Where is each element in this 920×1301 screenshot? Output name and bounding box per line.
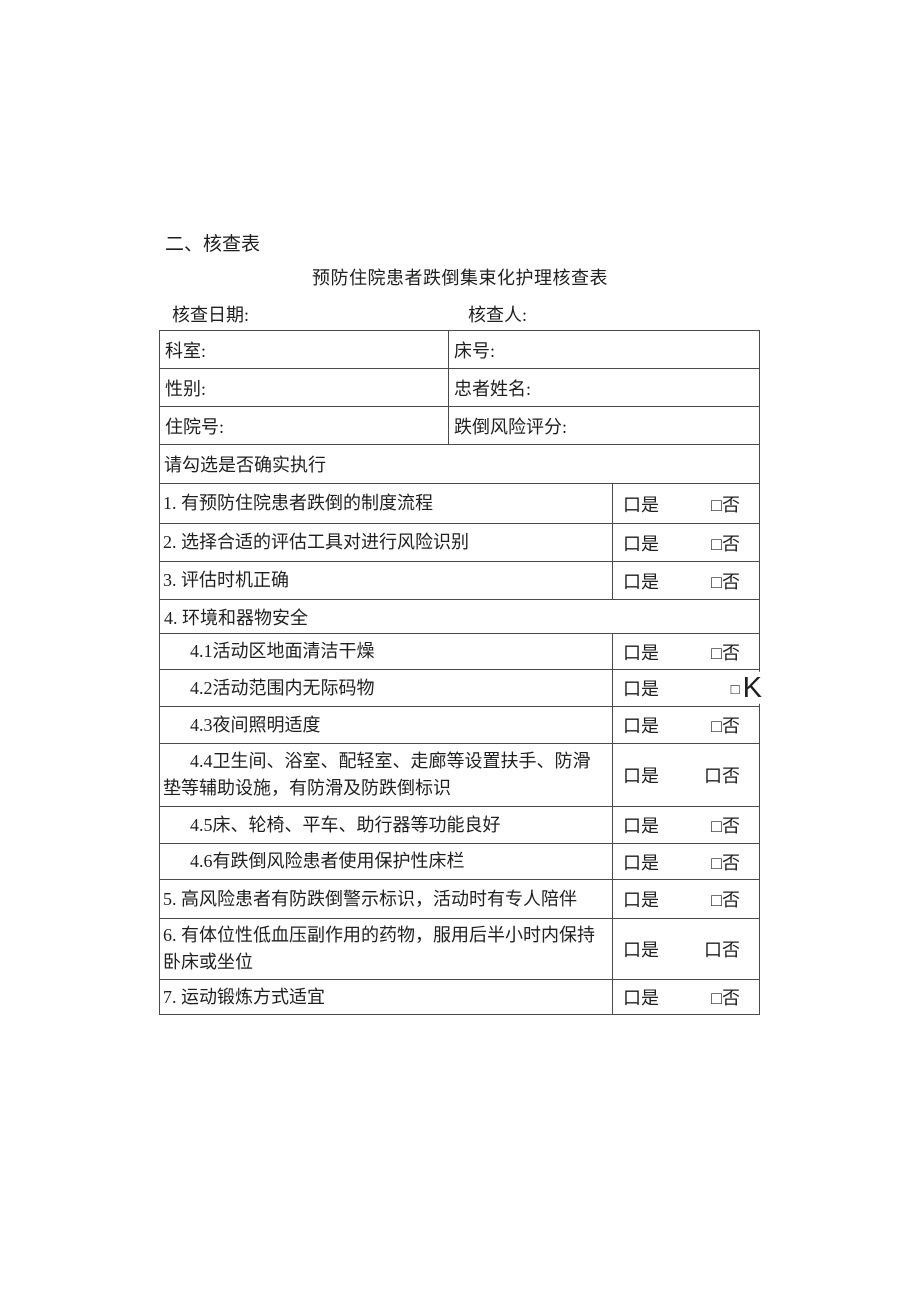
checkbox-yes[interactable]: 口是 xyxy=(623,716,659,736)
checkbox-no[interactable]: □否 xyxy=(711,494,740,515)
department-label: 科室: xyxy=(160,331,449,368)
checkbox-no[interactable]: □否 xyxy=(711,890,740,910)
bed-number-label: 床号: xyxy=(454,340,496,361)
checklist-item-row: 3. 评估时机正确 口是 □否 xyxy=(160,561,759,599)
checkbox-yes[interactable]: 口是 xyxy=(623,766,659,786)
checkbox-no[interactable]: □否 xyxy=(711,642,740,663)
checklist-item-text: 4.4卫生间、浴室、配轻室、走廊等设置扶手、防滑垫等辅助设施，有防滑及防跌倒标识 xyxy=(163,751,591,798)
checkbox-yes[interactable]: 口是 xyxy=(623,571,659,592)
section-text: 4. 环境和器物安全 xyxy=(164,607,308,628)
checklist-item-row: 4.4卫生间、浴室、配轻室、走廊等设置扶手、防滑垫等辅助设施，有防滑及防跌倒标识… xyxy=(160,743,759,806)
admission-number-label: 住院号: xyxy=(160,407,449,444)
checklist-item-text: 6. 有体位性低血压副作用的药物，服用后半小时内保持卧床或坐位 xyxy=(163,925,595,972)
checklist-item-text: 4.5床、轮椅、平车、助行器等功能良好 xyxy=(190,814,501,835)
checklist-item-row: 4.3夜间照明适度 口是 □否 xyxy=(160,706,759,743)
checkbox-yes[interactable]: 口是 xyxy=(623,988,659,1008)
section-row: 4. 环境和器物安全 xyxy=(160,599,759,633)
checklist-item-text: 4.6有跌倒风险患者使用保护性床栏 xyxy=(190,851,465,871)
checklist-item-row: 4.1活动区地面清洁干燥 口是 □否 xyxy=(160,633,759,669)
info-row-department-bed: 科室: 床号: xyxy=(160,331,759,368)
checklist-item-row: 4.6有跌倒风险患者使用保护性床栏 口是 □否 xyxy=(160,843,759,879)
check-date-label: 核查日期: xyxy=(172,305,250,325)
gender-label: 性别: xyxy=(160,369,449,406)
checklist-item-text: 3. 评估时机正确 xyxy=(163,570,289,590)
checkbox-yes[interactable]: 口是 xyxy=(623,816,659,836)
checkbox-no[interactable]: □否 xyxy=(711,716,740,736)
checklist-item-row: 5. 高风险患者有防跌倒警示标识，活动时有专人陪伴 口是 □否 xyxy=(160,879,759,918)
checker-label: 核查人: xyxy=(468,305,528,325)
checklist-item-text: 4.2活动范围内无际码物 xyxy=(190,677,375,698)
checklist-item-row: 7. 运动锻炼方式适宜 口是 □否 xyxy=(160,979,759,1014)
checkbox-yes[interactable]: 口是 xyxy=(623,679,659,699)
checklist-item-row: 2. 选择合适的评估工具对进行风险识别 口是 □否 xyxy=(160,523,759,561)
checklist-item-text: 5. 高风险患者有防跌倒警示标识，活动时有专人陪伴 xyxy=(163,888,577,909)
checkbox-no[interactable]: □否 xyxy=(711,852,740,873)
checkbox-no[interactable]: 口否 xyxy=(704,940,740,960)
checkbox-yes[interactable]: 口是 xyxy=(623,852,659,873)
info-row-gender-name: 性别: 忠者姓名: xyxy=(160,368,759,406)
checklist-item-text: 4.1活动区地面清洁干燥 xyxy=(190,641,375,661)
checklist-item-row: 6. 有体位性低血压副作用的药物，服用后半小时内保持卧床或坐位 口是 口否 xyxy=(160,918,759,979)
checkbox-no[interactable]: □否 xyxy=(711,533,740,554)
checklist-item-text: 1. 有预防住院患者跌倒的制度流程 xyxy=(163,493,433,513)
checkbox-yes[interactable]: 口是 xyxy=(623,533,659,554)
checkbox-no[interactable]: □K xyxy=(724,671,767,705)
checklist-item-text: 4.3夜间照明适度 xyxy=(190,714,321,735)
patient-name-label: 忠者姓名: xyxy=(454,378,532,399)
page-title: 预防住院患者跌倒集束化护理核查表 xyxy=(312,268,608,288)
checklist-item-row: 4.5床、轮椅、平车、助行器等功能良好 口是 □否 xyxy=(160,806,759,843)
checkbox-yes[interactable]: 口是 xyxy=(623,890,659,910)
section-heading: 二、核查表 xyxy=(165,234,261,255)
checkbox-yes[interactable]: 口是 xyxy=(623,642,659,663)
checkbox-no[interactable]: 口否 xyxy=(704,766,740,786)
checkbox-no[interactable]: □否 xyxy=(711,571,740,592)
fall-risk-score-label: 跌倒风险评分: xyxy=(454,416,568,437)
checklist-item-row: 4.2活动范围内无际码物 口是 □K xyxy=(160,669,767,706)
checkbox-no[interactable]: □否 xyxy=(711,816,740,836)
checklist-item-text: 2. 选择合适的评估工具对进行风险识别 xyxy=(163,532,469,552)
checklist-item-text: 7. 运动锻炼方式适宜 xyxy=(163,986,325,1007)
instruction-row: 请勾选是否确实执行 xyxy=(160,444,759,483)
checklist-table: 科室: 床号: 性别: 忠者姓名: 住院号: 跌倒风险评分: 请勾选是否确实执行… xyxy=(159,330,767,1015)
checkbox-no[interactable]: □否 xyxy=(711,988,740,1008)
instruction-text: 请勾选是否确实执行 xyxy=(164,455,326,475)
checkbox-yes[interactable]: 口是 xyxy=(623,494,659,515)
checklist-item-row: 1. 有预防住院患者跌倒的制度流程 口是 □否 xyxy=(160,483,759,523)
info-row-admission-score: 住院号: 跌倒风险评分: xyxy=(160,406,759,444)
checkbox-yes[interactable]: 口是 xyxy=(623,940,659,960)
